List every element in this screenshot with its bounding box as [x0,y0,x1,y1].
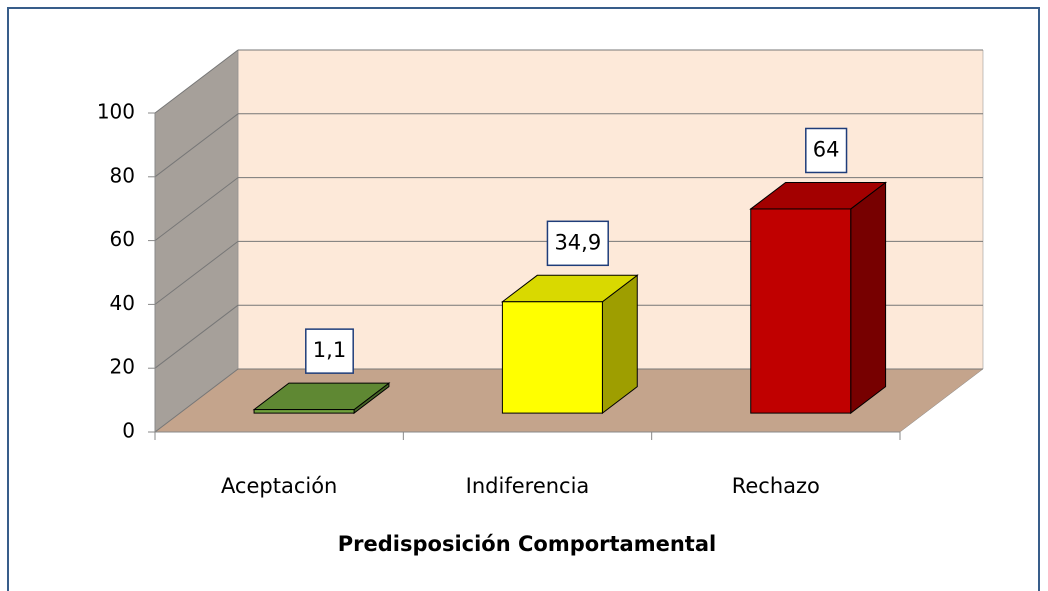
y-tick-label: 80 [110,163,135,187]
x-tick-label: Rechazo [732,474,820,498]
side-wall [154,49,239,433]
value-label-box [805,127,848,174]
bar-front [501,301,603,414]
y-tick-label: 0 [122,419,135,443]
value-label: 34,9 [554,230,601,254]
bar-front [750,208,852,414]
value-label: 64 [813,137,840,161]
grid-line [154,241,239,305]
y-tick-label: 100 [97,100,135,124]
value-label-box [305,328,354,374]
bar-front [253,409,355,414]
grid-line [154,113,239,178]
grid-line [154,368,239,433]
value-label-box [546,220,609,267]
value-label: 1,1 [313,338,346,362]
x-tick-label: Aceptación [221,474,337,498]
x-tick-label: Indiferencia [466,474,590,498]
y-tick-label: 60 [110,227,135,251]
grid-line [154,177,239,241]
y-tick-label: 40 [110,291,135,315]
bar-side [850,181,887,415]
x-axis-title: Predisposición Comportamental [338,532,716,556]
grid-line [154,49,239,114]
grid-line [154,304,239,369]
y-tick-label: 20 [110,355,135,379]
